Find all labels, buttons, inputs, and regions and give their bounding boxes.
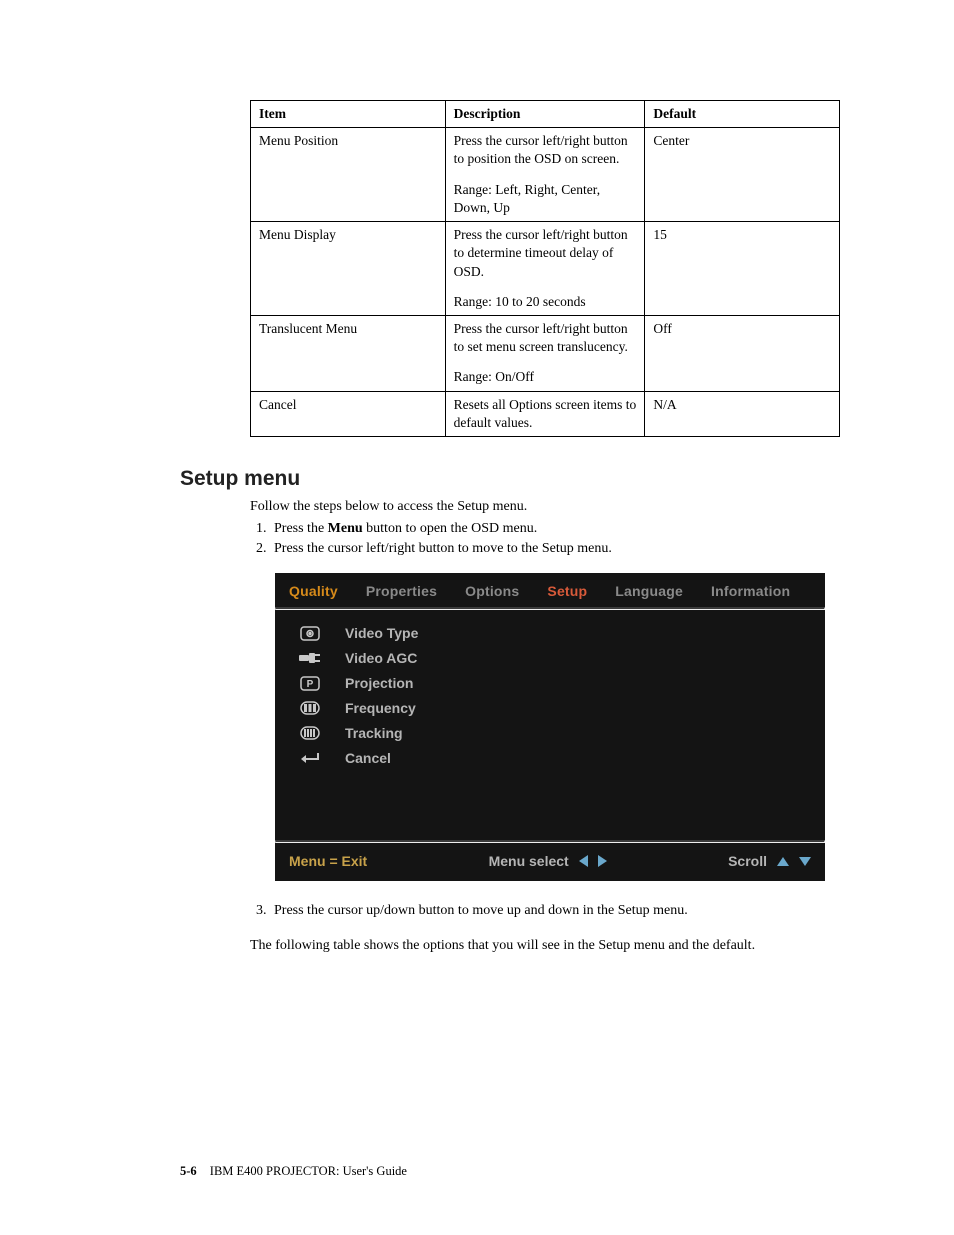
osd-tab-information: Information	[711, 583, 790, 599]
osd-foot-scroll: Scroll	[728, 853, 811, 869]
osd-tab-setup: Setup	[547, 583, 587, 599]
cell-item: Menu Display	[251, 222, 446, 316]
osd-item-video-type: Video Type	[275, 620, 825, 645]
osd-label: Cancel	[345, 750, 391, 766]
options-table: Item Description Default Menu Position P…	[250, 100, 840, 437]
arrow-up-icon	[777, 857, 789, 866]
osd-tab-language: Language	[615, 583, 683, 599]
osd-label: Frequency	[345, 700, 416, 716]
table-row: Menu Display Press the cursor left/right…	[251, 222, 840, 316]
osd-tab-options: Options	[465, 583, 519, 599]
tracking-icon	[275, 724, 345, 741]
cell-desc: Press the cursor left/right button to po…	[445, 128, 645, 222]
osd-item-projection: P Projection	[275, 670, 825, 695]
osd-footer: Menu = Exit Menu select Scroll	[275, 843, 825, 881]
plug-icon	[275, 649, 345, 666]
table-row: Cancel Resets all Options screen items t…	[251, 391, 840, 436]
step-1: Press the Menu button to open the OSD me…	[270, 521, 844, 537]
target-icon	[275, 624, 345, 641]
osd-label: Video Type	[345, 625, 418, 641]
osd-foot-select: Menu select	[489, 853, 607, 869]
cell-item: Menu Position	[251, 128, 446, 222]
post-note: The following table shows the options th…	[250, 935, 844, 956]
cell-item: Cancel	[251, 391, 446, 436]
th-default: Default	[645, 101, 840, 128]
osd-foot-exit: Menu = Exit	[289, 853, 367, 869]
cell-desc: Resets all Options screen items to defau…	[445, 391, 645, 436]
th-description: Description	[445, 101, 645, 128]
svg-text:P: P	[307, 679, 314, 690]
osd-item-video-agc: Video AGC	[275, 645, 825, 670]
projection-icon: P	[275, 674, 345, 691]
cell-default: N/A	[645, 391, 840, 436]
book-title: IBM E400 PROJECTOR: User's Guide	[210, 1164, 407, 1178]
return-icon	[275, 749, 345, 766]
arrow-right-icon	[598, 855, 607, 867]
intro-text: Follow the steps below to access the Set…	[250, 499, 844, 515]
osd-item-tracking: Tracking	[275, 720, 825, 745]
section-heading-setup-menu: Setup menu	[180, 467, 844, 491]
cell-default: Off	[645, 315, 840, 391]
osd-screenshot: Quality Properties Options Setup Languag…	[275, 573, 825, 881]
osd-item-cancel: Cancel	[275, 745, 825, 770]
osd-label: Projection	[345, 675, 413, 691]
osd-item-frequency: Frequency	[275, 695, 825, 720]
osd-tab-quality: Quality	[289, 583, 338, 599]
cell-item: Translucent Menu	[251, 315, 446, 391]
steps-list: Press the Menu button to open the OSD me…	[270, 521, 844, 557]
osd-tab-bar: Quality Properties Options Setup Languag…	[275, 573, 825, 607]
cell-default: 15	[645, 222, 840, 316]
table-row: Translucent Menu Press the cursor left/r…	[251, 315, 840, 391]
osd-label: Video AGC	[345, 650, 417, 666]
cell-desc: Press the cursor left/right button to se…	[445, 315, 645, 391]
step-3: Press the cursor up/down button to move …	[270, 903, 844, 919]
cell-default: Center	[645, 128, 840, 222]
steps-list-continued: Press the cursor up/down button to move …	[270, 903, 844, 919]
osd-body: Video Type Video AGC P	[275, 610, 825, 840]
cell-desc: Press the cursor left/right button to de…	[445, 222, 645, 316]
arrow-down-icon	[799, 857, 811, 866]
frequency-icon	[275, 699, 345, 716]
osd-label: Tracking	[345, 725, 403, 741]
arrow-left-icon	[579, 855, 588, 867]
page-number: 5-6	[180, 1164, 197, 1178]
osd-tab-properties: Properties	[366, 583, 437, 599]
step-2: Press the cursor left/right button to mo…	[270, 541, 844, 557]
page-footer: 5-6 IBM E400 PROJECTOR: User's Guide	[180, 1164, 407, 1179]
table-row: Menu Position Press the cursor left/righ…	[251, 128, 840, 222]
th-item: Item	[251, 101, 446, 128]
